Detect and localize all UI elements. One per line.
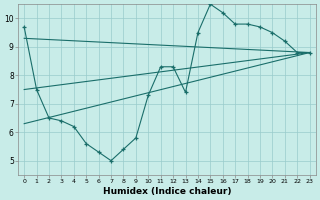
X-axis label: Humidex (Indice chaleur): Humidex (Indice chaleur) bbox=[103, 187, 231, 196]
